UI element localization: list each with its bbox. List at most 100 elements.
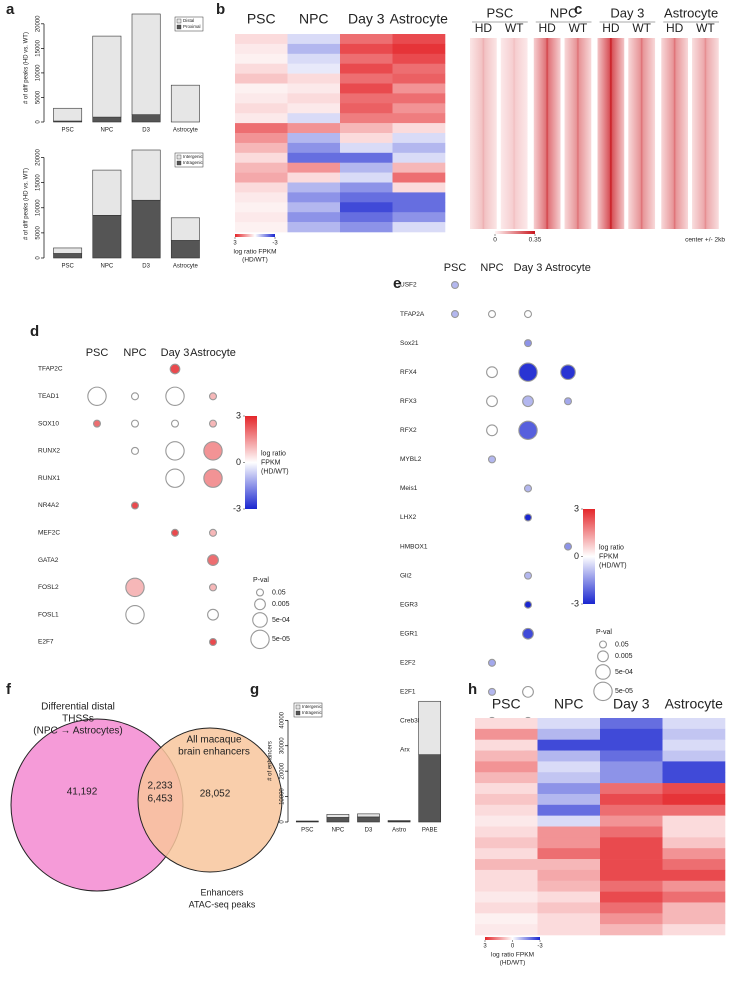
- colorbar: [495, 231, 535, 234]
- heatmap-cell: [662, 869, 726, 882]
- panel-label: f: [6, 681, 12, 698]
- size-legend-label: 5e-05: [615, 688, 633, 695]
- heatmap-cell: [392, 53, 446, 64]
- heatmap-cell: [235, 212, 288, 223]
- row-label: NR4A2: [38, 502, 59, 509]
- row-label: FOSL2: [38, 584, 59, 591]
- group-label: Astrocyte: [664, 5, 718, 20]
- bar-segment: [418, 754, 442, 823]
- colorbar-title: (HD/WT): [261, 468, 289, 475]
- y-tick-label: 20000: [36, 149, 42, 166]
- row-label: HMBOX1: [400, 543, 428, 550]
- colorbar: [485, 937, 540, 940]
- profile-column: [628, 38, 656, 229]
- bubble: [208, 637, 218, 647]
- size-legend-circle: [255, 588, 265, 597]
- heatmap-cell: [475, 739, 538, 751]
- heatmap-cell: [662, 826, 726, 838]
- heatmap-cell: [537, 772, 601, 784]
- heatmap-cell: [662, 891, 726, 903]
- row-label: TFAP2C: [38, 366, 63, 373]
- heatmap-cell: [340, 133, 393, 144]
- heatmap-cell: [662, 837, 726, 849]
- heatmap-cell: [235, 103, 288, 114]
- size-legend-label: 0.005: [272, 601, 290, 608]
- size-legend-circle: [252, 612, 268, 628]
- bar-segment: [170, 240, 200, 259]
- heatmap-cell: [662, 739, 726, 751]
- heatmap-cell: [662, 728, 726, 740]
- heatmap-cell: [662, 783, 726, 795]
- heatmap-cell: [235, 83, 288, 94]
- heatmap-cell: [392, 182, 446, 193]
- legend-label: Intragenic: [183, 160, 204, 165]
- heatmap-cell: [235, 222, 288, 233]
- bubble: [450, 310, 460, 319]
- bubble: [518, 362, 538, 382]
- row-label: TEAD1: [38, 393, 59, 400]
- x-tick-label: NPC: [101, 264, 114, 270]
- heatmap-cell: [600, 728, 663, 740]
- column-label: Day 3: [161, 347, 190, 359]
- legend-box: [174, 16, 204, 32]
- heatmap-cell: [537, 739, 601, 751]
- heatmap-cell: [392, 34, 446, 45]
- heatmap-cell: [662, 859, 726, 871]
- panel-label: e: [393, 275, 401, 292]
- column-label: Day 3: [348, 11, 385, 27]
- bubble: [486, 366, 498, 379]
- heatmap-cell: [287, 34, 341, 45]
- bubble: [165, 386, 185, 407]
- heatmap-cell: [475, 793, 538, 806]
- bubble: [92, 419, 102, 428]
- heatmap-cell: [537, 804, 601, 816]
- heatmap-cell: [392, 162, 446, 173]
- bubble: [87, 386, 107, 407]
- colorbar-tick-label: 0: [574, 551, 579, 561]
- row-label: RFX3: [400, 398, 417, 405]
- heatmap-cell: [475, 913, 538, 925]
- heatmap-cell: [235, 34, 288, 45]
- colorbar-title: log ratio FPKM: [491, 952, 534, 959]
- heatmap-cell: [340, 192, 393, 203]
- y-tick-label: 40000: [280, 711, 286, 728]
- bubble: [170, 528, 180, 537]
- venn-title: Differential distal: [41, 702, 115, 713]
- heatmap-cell: [340, 182, 393, 193]
- bubble: [130, 419, 140, 428]
- column-label: WT: [632, 21, 651, 35]
- venn-count: 2,233: [147, 781, 172, 792]
- heatmap-cell: [475, 761, 538, 773]
- row-label: Arx: [400, 747, 411, 754]
- heatmap-cell: [235, 123, 288, 134]
- venn-legend: ATAC-seq peaks: [189, 899, 256, 909]
- heatmap-cell: [600, 793, 663, 806]
- bar-segment: [326, 817, 350, 823]
- venn-count: 41,192: [67, 787, 98, 798]
- heatmap-cell: [287, 162, 341, 173]
- x-tick-label: PSC: [61, 128, 74, 134]
- y-tick-label: 20000: [280, 762, 286, 779]
- bubble: [170, 419, 180, 428]
- bubble: [130, 392, 140, 401]
- bubble: [125, 577, 145, 598]
- heatmap-cell: [392, 222, 446, 233]
- colorbar-title: (HD/WT): [242, 257, 268, 264]
- group-label: Day 3: [610, 5, 644, 20]
- bubble: [487, 455, 497, 464]
- bar-segment: [53, 247, 83, 254]
- size-legend-label: 0.05: [272, 589, 286, 596]
- heatmap-cell: [662, 848, 726, 860]
- venn-title: (NPC → Astrocytes): [33, 726, 122, 737]
- heatmap-cell: [392, 73, 446, 84]
- x-tick-label: PABE: [422, 828, 438, 834]
- x-tick-label: D3: [142, 128, 150, 134]
- heatmap-cell: [475, 837, 538, 849]
- heatmap-cell: [392, 152, 446, 163]
- heatmap-cell: [235, 142, 288, 154]
- profile-column: [692, 38, 719, 229]
- heatmap-cell: [662, 924, 726, 936]
- row-label: Gli2: [400, 572, 412, 579]
- heatmap-cell: [662, 793, 726, 806]
- column-label: WT: [505, 21, 524, 35]
